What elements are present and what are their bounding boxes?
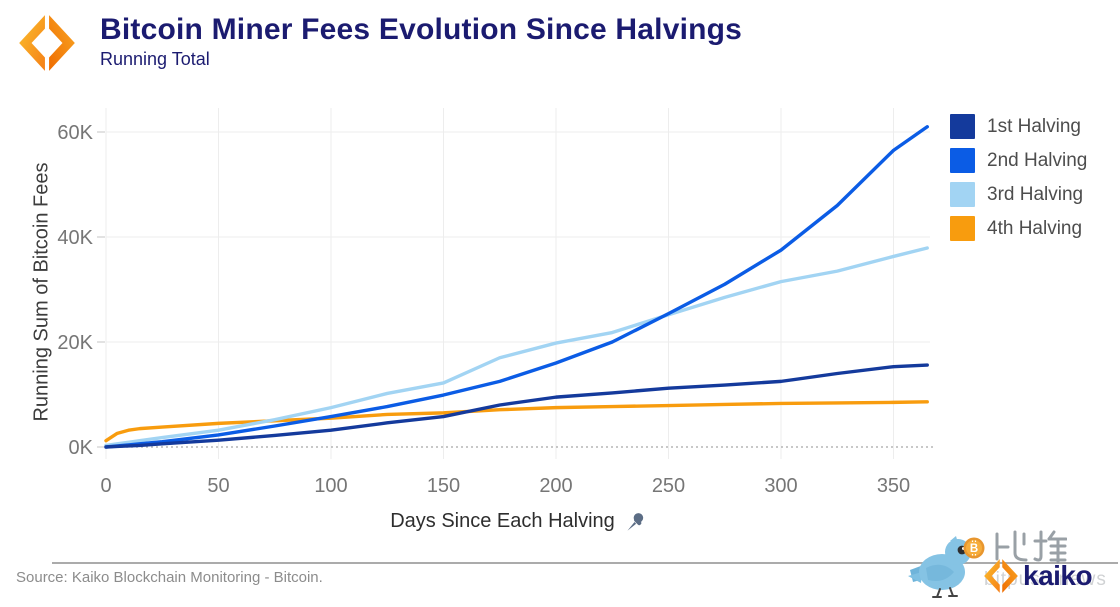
- svg-text:0K: 0K: [69, 437, 94, 459]
- header: Bitcoin Miner Fees Evolution Since Halvi…: [14, 10, 742, 76]
- svg-text:60K: 60K: [57, 122, 93, 144]
- page-subtitle: Running Total: [100, 48, 210, 69]
- bitpush-cn-wordmark: [995, 530, 1067, 564]
- pushpin-icon: [626, 512, 643, 531]
- legend-item-4th-halving[interactable]: 4th Halving: [950, 216, 1087, 241]
- bitcoin-coin-icon: B: [963, 537, 985, 559]
- y-axis-title: Running Sum of Bitcoin Fees: [30, 162, 53, 422]
- legend-label: 2nd Halving: [987, 150, 1088, 171]
- legend-item-1st-halving[interactable]: 1st Halving: [950, 114, 1087, 139]
- x-axis-title-label: Days Since Each Halving: [390, 510, 615, 532]
- svg-text:350: 350: [877, 475, 910, 497]
- legend-swatch-2nd-halving: [950, 148, 975, 173]
- chart-plot-area: 0 50 100 150 200 250 300 350 0K 20K 40K 60K: [57, 108, 933, 497]
- kaiko-logo-icon-small: [984, 559, 1018, 593]
- legend-swatch-3rd-halving: [950, 182, 975, 207]
- legend-swatch-4th-halving: [950, 216, 975, 241]
- kaiko-wordmark: kaiko: [1023, 560, 1093, 591]
- svg-text:250: 250: [652, 475, 685, 497]
- legend-label: 3rd Halving: [987, 184, 1084, 205]
- source-attribution: Source: Kaiko Blockchain Monitoring - Bi…: [16, 569, 323, 586]
- legend-swatch-1st-halving: [950, 114, 975, 139]
- legend: 1st Halving 2nd Halving 3rd Halving 4th …: [950, 114, 1087, 250]
- svg-text:50: 50: [207, 475, 229, 497]
- svg-text:20K: 20K: [57, 332, 93, 354]
- kaiko-logo-icon: [19, 15, 75, 71]
- x-axis-title: Days Since Each Halving: [390, 510, 646, 533]
- svg-text:40K: 40K: [57, 227, 93, 249]
- svg-text:B: B: [970, 543, 978, 555]
- svg-text:0: 0: [100, 475, 111, 497]
- svg-text:150: 150: [427, 475, 460, 497]
- footer-divider: [52, 562, 1118, 564]
- svg-text:300: 300: [764, 475, 797, 497]
- page-title: Bitcoin Miner Fees Evolution Since Halvi…: [100, 13, 743, 46]
- legend-item-3rd-halving[interactable]: 3rd Halving: [950, 182, 1087, 207]
- legend-item-2nd-halving[interactable]: 2nd Halving: [950, 148, 1087, 173]
- svg-text:200: 200: [539, 475, 572, 497]
- svg-text:100: 100: [314, 475, 347, 497]
- legend-label: 1st Halving: [987, 116, 1081, 137]
- title-block: Bitcoin Miner Fees Evolution Since Halvi…: [100, 10, 742, 76]
- legend-label: 4th Halving: [987, 218, 1083, 239]
- kaiko-watermark: kaiko: [981, 556, 1093, 596]
